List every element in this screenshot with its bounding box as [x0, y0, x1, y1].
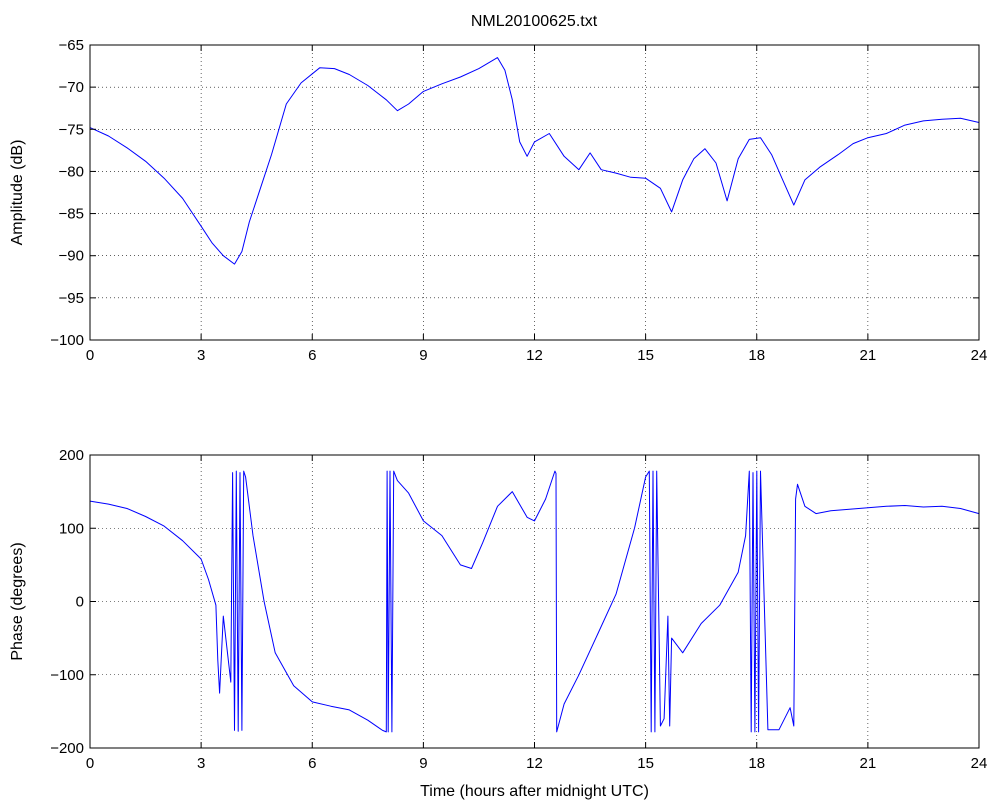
phase-y-tick-label: 100 — [59, 520, 84, 537]
amplitude-ticks — [89, 44, 980, 341]
amplitude-y-tick-label: −90 — [59, 248, 84, 265]
phase-panel: 0 3 6 9 12 15 18 21 24 −200 −100 0 100 200 Phase (deg… — [9, 447, 987, 800]
phase-series-line — [89, 470, 980, 733]
amplitude-y-tick-label: −70 — [59, 79, 84, 96]
phase-x-tick-label: 21 — [860, 755, 877, 772]
amplitude-y-tick-label: −80 — [59, 163, 84, 180]
amplitude-y-tick-label: −75 — [59, 121, 84, 138]
phase-x-tick-label: 15 — [637, 755, 654, 772]
phase-y-axis-label: Phase (degrees) — [9, 542, 26, 660]
amplitude-y-tick-label: −100 — [50, 332, 84, 349]
phase-x-tick-label: 3 — [197, 755, 205, 772]
amplitude-x-tick-label: 12 — [526, 347, 543, 364]
amplitude-panel: 0 3 6 9 12 15 18 21 24−100−95−90−85−80−75−70−65 … — [9, 37, 987, 364]
amplitude-x-tick-label: 24 — [971, 347, 988, 364]
amplitude-x-tick-label: 3 — [197, 347, 205, 364]
amplitude-y-tick-label: −85 — [59, 206, 84, 223]
amplitude-tick-labels: 0 3 6 9 12 15 18 21 24 −100 −95 −90 −85 −80 −75 −70 −65 — [50, 37, 987, 364]
phase-x-tick-label: 6 — [308, 755, 316, 772]
phase-x-axis-label: Time (hours after midnight UTC) — [420, 783, 649, 800]
phase-tick-labels: 0 3 6 9 12 15 18 21 24 −200 −100 0 100 200 — [50, 447, 987, 772]
figure-title: NML20100625.txt — [471, 13, 598, 30]
amplitude-series-line — [89, 57, 980, 265]
phase-x-tick-label: 12 — [526, 755, 543, 772]
phase-y-tick-label: 200 — [59, 447, 84, 464]
amplitude-x-tick-label: 21 — [860, 347, 877, 364]
phase-x-tick-label: 24 — [971, 755, 988, 772]
phase-y-tick-label: −200 — [50, 740, 84, 757]
phase-y-tick-label: 0 — [76, 594, 84, 611]
amplitude-x-tick-label: 6 — [308, 347, 316, 364]
phase-ticks — [89, 454, 980, 749]
phase-y-tick-label: −100 — [50, 667, 84, 684]
amplitude-x-tick-label: 0 — [86, 347, 94, 364]
amplitude-x-tick-label: 15 — [637, 347, 654, 364]
amplitude-grid — [90, 45, 979, 340]
phase-x-tick-label: 9 — [419, 755, 427, 772]
amplitude-x-tick-label: 18 — [748, 347, 765, 364]
amplitude-x-tick-label: 9 — [419, 347, 427, 364]
phase-x-tick-label: 0 — [86, 755, 94, 772]
amplitude-y-axis-label: Amplitude (dB) — [9, 140, 26, 246]
phase-x-tick-label: 18 — [748, 755, 765, 772]
amplitude-y-tick-label: −65 — [59, 37, 84, 54]
amplitude-y-tick-label: −95 — [59, 290, 84, 307]
